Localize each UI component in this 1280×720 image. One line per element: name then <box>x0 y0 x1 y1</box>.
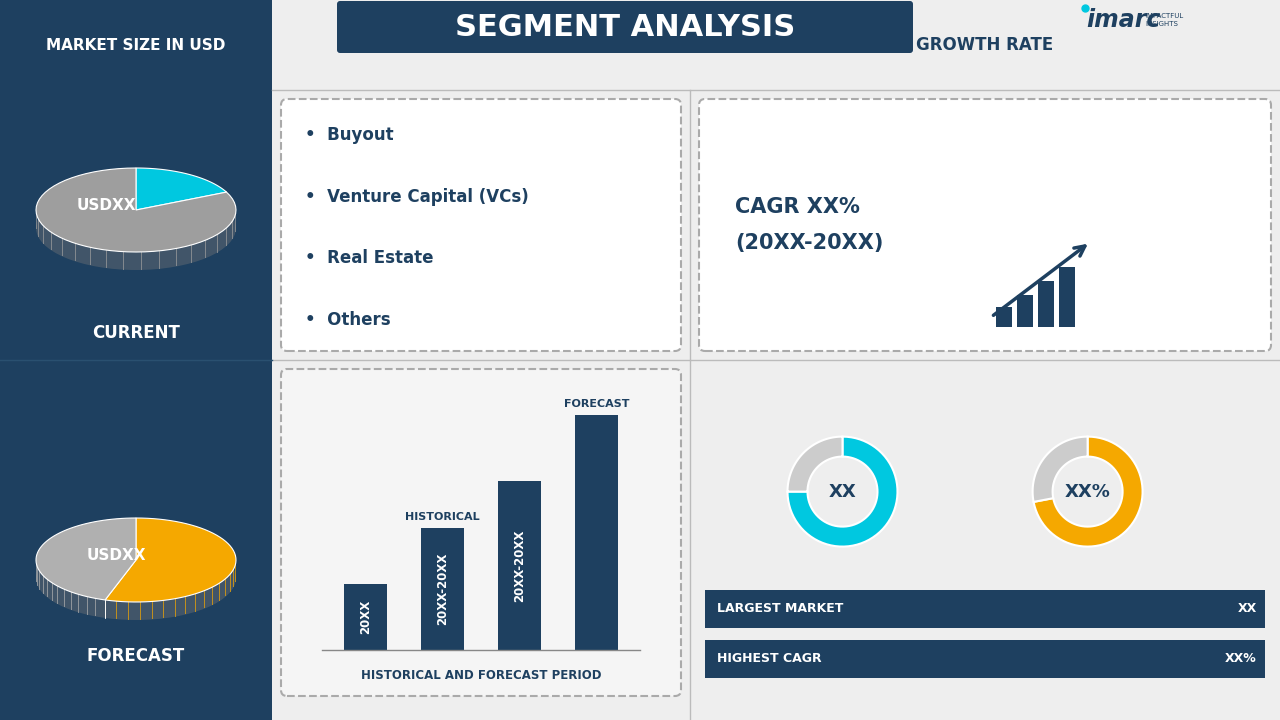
Text: XX%: XX% <box>1225 652 1257 665</box>
Bar <box>575 415 618 650</box>
Bar <box>344 584 387 650</box>
Polygon shape <box>136 168 227 210</box>
Polygon shape <box>36 168 236 252</box>
Text: CAGR XX%: CAGR XX% <box>735 197 860 217</box>
Text: BREAKUP BY FUND TYPES: BREAKUP BY FUND TYPES <box>370 36 611 54</box>
Text: HISTORICAL AND FORECAST PERIOD: HISTORICAL AND FORECAST PERIOD <box>361 669 602 682</box>
Polygon shape <box>1033 436 1143 546</box>
Text: 20XX-20XX: 20XX-20XX <box>436 553 449 625</box>
Text: XX: XX <box>828 482 856 500</box>
Bar <box>0 0 273 720</box>
Bar <box>996 307 1012 327</box>
Text: •  Venture Capital (VCs): • Venture Capital (VCs) <box>305 188 529 206</box>
Bar <box>498 481 541 650</box>
Ellipse shape <box>36 536 236 620</box>
Text: IMPACTFUL
INSIGHTS: IMPACTFUL INSIGHTS <box>1146 13 1183 27</box>
Polygon shape <box>36 518 136 600</box>
Text: 20XX: 20XX <box>358 600 372 634</box>
Text: CURRENT: CURRENT <box>92 324 180 342</box>
Polygon shape <box>787 436 897 546</box>
Bar <box>1018 295 1033 327</box>
Bar <box>1060 267 1075 327</box>
Text: 20XX-20XX: 20XX-20XX <box>513 529 526 602</box>
Text: imarc: imarc <box>1085 8 1161 32</box>
Text: •  Buyout: • Buyout <box>305 126 394 144</box>
Bar <box>1038 281 1055 327</box>
Text: •  Others: • Others <box>305 311 390 329</box>
Ellipse shape <box>36 186 236 270</box>
FancyBboxPatch shape <box>282 369 681 696</box>
Text: HISTORICAL: HISTORICAL <box>406 512 480 522</box>
FancyBboxPatch shape <box>282 99 681 351</box>
Text: FORECAST: FORECAST <box>87 647 186 665</box>
Bar <box>705 590 1265 628</box>
Text: USDXX: USDXX <box>77 198 136 213</box>
FancyBboxPatch shape <box>699 99 1271 351</box>
Polygon shape <box>787 436 842 492</box>
Text: SEGMENT ANALYSIS: SEGMENT ANALYSIS <box>454 12 795 42</box>
Text: LARGEST MARKET: LARGEST MARKET <box>717 603 844 616</box>
Text: MARKET SIZE IN USD: MARKET SIZE IN USD <box>46 37 225 53</box>
Polygon shape <box>1033 436 1088 502</box>
Text: FORECAST: FORECAST <box>563 399 630 409</box>
Text: (20XX-20XX): (20XX-20XX) <box>735 233 883 253</box>
Text: XX%: XX% <box>1065 482 1111 500</box>
Text: GROWTH RATE: GROWTH RATE <box>916 36 1053 54</box>
Text: •  Real Estate: • Real Estate <box>305 249 434 267</box>
Polygon shape <box>105 518 236 602</box>
Text: USDXX: USDXX <box>86 549 146 563</box>
Text: HIGHEST CAGR: HIGHEST CAGR <box>717 652 822 665</box>
Bar <box>421 528 463 650</box>
FancyBboxPatch shape <box>337 1 913 53</box>
Bar <box>705 640 1265 678</box>
Text: XX: XX <box>1238 603 1257 616</box>
